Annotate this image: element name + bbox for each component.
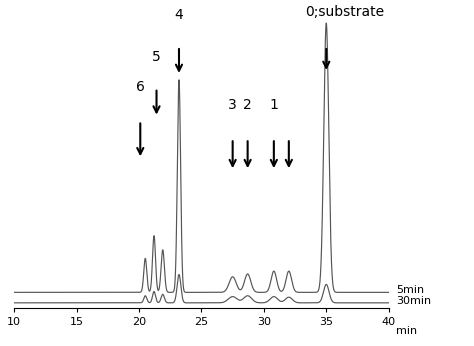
Text: 30min: 30min: [396, 295, 431, 306]
Text: 0;substrate: 0;substrate: [305, 5, 384, 19]
Text: 3: 3: [228, 98, 237, 111]
Text: min: min: [396, 326, 417, 336]
Text: 2: 2: [243, 98, 252, 111]
Text: 1: 1: [269, 98, 278, 111]
Text: 6: 6: [136, 80, 145, 94]
Text: 5: 5: [152, 50, 161, 64]
Text: 5min: 5min: [396, 285, 424, 295]
Text: 4: 4: [174, 8, 183, 22]
